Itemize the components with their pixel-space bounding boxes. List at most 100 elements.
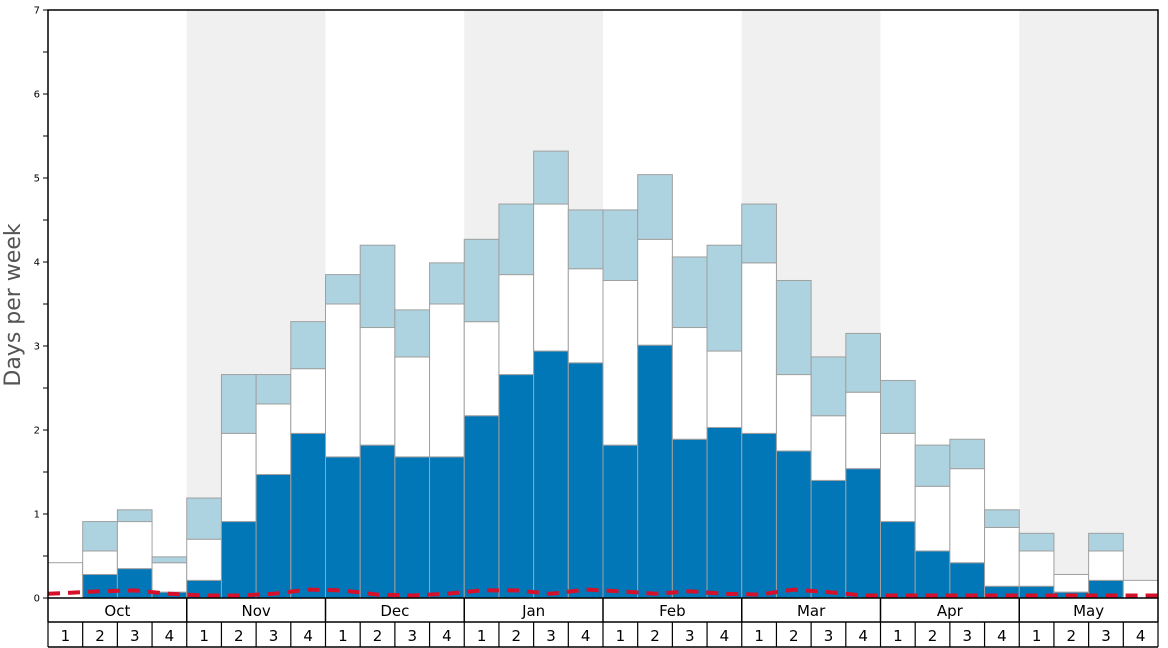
bar-segment bbox=[914, 485, 951, 552]
bar-segment bbox=[255, 474, 292, 599]
bar-segment bbox=[290, 432, 326, 599]
bar-segment bbox=[602, 444, 639, 599]
week-label: 2 bbox=[650, 627, 660, 645]
week-label: 2 bbox=[234, 627, 244, 645]
bar-segment bbox=[1088, 550, 1124, 581]
bar-segment bbox=[498, 203, 535, 276]
bar-segment bbox=[810, 415, 847, 481]
bar-segment bbox=[533, 350, 569, 599]
x-axis: Oct Nov Dec Jan Feb Mar Apr May 1 2 3 4 1 2 3 4 1 2 3 4 1 2 3 4… bbox=[47, 598, 1159, 648]
week-label: 4 bbox=[1136, 627, 1146, 645]
week-label: 4 bbox=[303, 627, 313, 645]
bar-segment bbox=[325, 456, 361, 599]
month-label-may: May bbox=[1073, 602, 1104, 620]
week-label: 1 bbox=[199, 627, 209, 645]
bar-segment bbox=[359, 444, 396, 599]
month-label-oct: Oct bbox=[104, 602, 130, 620]
week-label: 2 bbox=[789, 627, 799, 645]
bar-segment bbox=[290, 368, 326, 434]
week-label: 2 bbox=[373, 627, 383, 645]
month-label-jan: Jan bbox=[521, 602, 545, 620]
week-label: 3 bbox=[269, 627, 279, 645]
bar-segment bbox=[394, 356, 431, 458]
bar-segment bbox=[498, 374, 535, 599]
bar-segment bbox=[741, 203, 777, 264]
bar-segment bbox=[82, 573, 118, 599]
bar-segment bbox=[845, 468, 881, 599]
bar-segment bbox=[671, 256, 708, 329]
bar-segment bbox=[637, 238, 673, 346]
y-tick-label: 0 bbox=[34, 594, 40, 605]
bar-segment bbox=[1053, 573, 1090, 593]
week-label: 3 bbox=[546, 627, 556, 645]
week-label: 3 bbox=[130, 627, 140, 645]
bar-segment bbox=[706, 426, 743, 599]
bar-segment bbox=[325, 303, 361, 458]
bar-segment bbox=[880, 432, 916, 523]
bar-segment bbox=[359, 327, 396, 446]
bar-segment bbox=[1088, 532, 1124, 552]
y-tick-label: 6 bbox=[34, 90, 40, 101]
bar-segment bbox=[914, 444, 951, 487]
bar-segment bbox=[706, 350, 743, 428]
week-label: 3 bbox=[824, 627, 834, 645]
month-label-dec: Dec bbox=[380, 602, 409, 620]
y-axis-label: Days per week bbox=[1, 223, 26, 386]
week-label: 1 bbox=[893, 627, 903, 645]
y-tick-label: 5 bbox=[34, 174, 40, 185]
week-label: 3 bbox=[962, 627, 972, 645]
bar-segment bbox=[775, 450, 812, 599]
week-label: 2 bbox=[95, 627, 105, 645]
y-tick-label: 4 bbox=[34, 258, 40, 269]
week-label: 1 bbox=[338, 627, 348, 645]
week-label: 3 bbox=[407, 627, 417, 645]
week-label: 4 bbox=[442, 627, 452, 645]
bar-segment bbox=[82, 521, 118, 552]
bar-segment bbox=[429, 303, 465, 458]
bar-segment bbox=[255, 403, 292, 476]
bar-segment bbox=[1018, 550, 1055, 587]
bar-segment bbox=[463, 238, 500, 323]
bar-segment bbox=[429, 262, 465, 305]
bar-segment bbox=[845, 391, 881, 470]
bar-segment bbox=[429, 456, 465, 599]
bar-segment bbox=[151, 556, 188, 564]
bar-segment bbox=[671, 438, 708, 599]
y-tick-label: 3 bbox=[34, 342, 40, 353]
bar-segment bbox=[671, 327, 708, 440]
y-tick-label: 1 bbox=[34, 510, 40, 521]
bar-segment bbox=[1018, 532, 1055, 552]
bar-segment bbox=[602, 209, 639, 281]
bars bbox=[47, 150, 1159, 599]
bar-segment bbox=[255, 374, 292, 405]
bar-segment bbox=[533, 203, 569, 352]
bar-segment bbox=[220, 374, 257, 434]
bar-segment bbox=[984, 509, 1020, 528]
bar-segment bbox=[602, 279, 639, 446]
bar-segment bbox=[637, 174, 673, 240]
bar-segment bbox=[394, 309, 431, 358]
bar-segment bbox=[220, 521, 257, 599]
bar-segment bbox=[637, 344, 673, 599]
week-label: 2 bbox=[1067, 627, 1077, 645]
week-label: 4 bbox=[581, 627, 591, 645]
bar-segment bbox=[463, 321, 500, 417]
bar-segment bbox=[775, 374, 812, 452]
bar-segment bbox=[567, 268, 604, 364]
bar-segment bbox=[810, 356, 847, 417]
y-axis: 0 1 2 3 4 5 6 7 bbox=[34, 6, 48, 605]
bar-segment bbox=[880, 379, 916, 434]
bar-segment bbox=[116, 521, 153, 570]
bar-segment bbox=[290, 321, 326, 370]
week-label: 1 bbox=[616, 627, 626, 645]
bar-segment bbox=[949, 468, 986, 564]
week-label: 1 bbox=[1032, 627, 1042, 645]
bar-segment bbox=[741, 432, 777, 599]
week-label: 4 bbox=[997, 627, 1007, 645]
bar-segment bbox=[567, 209, 604, 270]
month-label-apr: Apr bbox=[937, 602, 964, 620]
bar-segment bbox=[810, 479, 847, 599]
month-label-nov: Nov bbox=[241, 602, 270, 620]
bar-segment bbox=[186, 497, 222, 540]
